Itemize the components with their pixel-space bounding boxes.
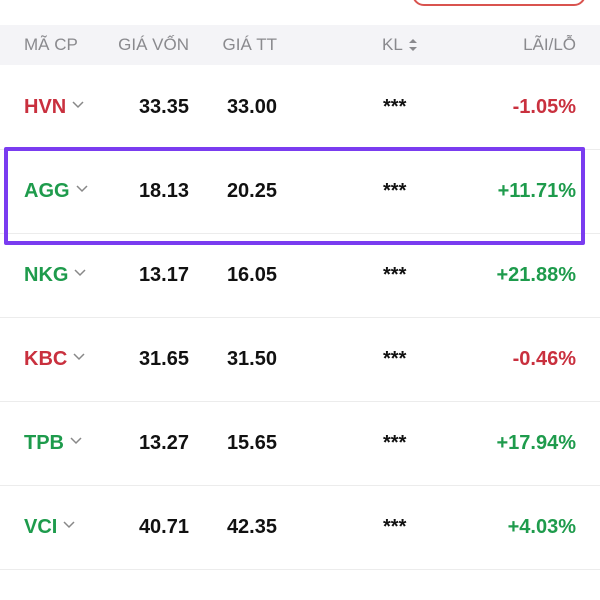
volume: *** [383,432,407,454]
volume: *** [383,516,407,538]
cost-price: 31.65 [138,348,189,370]
column-header: LÃI/LỖ [523,35,576,54]
table-header [0,25,600,65]
ticker[interactable]: TPB [24,432,82,454]
cost-price: 13.17 [138,264,189,286]
cost-price: 40.71 [138,516,189,538]
dropdown-chevron[interactable] [76,184,88,194]
column-header: MÃ CP [24,35,78,54]
dropdown-chevron[interactable] [73,352,85,362]
volume: *** [383,96,407,118]
table-row[interactable]: TPB 13.27 15.65 *** +17.94% [0,401,600,486]
profit-loss: +4.03% [507,516,576,538]
table-row[interactable]: HVN 33.35 33.00 *** -1.05% [0,65,600,150]
table-row[interactable]: VCI 40.71 42.35 *** +4.03% [0,485,600,570]
table-row[interactable]: NKG 13.17 16.05 *** +21.88% [0,233,600,318]
top-button[interactable] [412,0,586,6]
dropdown-chevron[interactable] [63,520,75,530]
dropdown-chevron[interactable] [74,268,86,278]
volume: *** [383,264,407,286]
profit-loss: +11.71% [497,180,576,202]
dropdown-chevron[interactable] [70,436,82,446]
ticker[interactable]: NKG [24,264,86,286]
market-price: 42.35 [226,516,277,538]
profit-loss: -0.46% [512,348,576,370]
highlight-box [4,147,585,245]
ticker[interactable]: VCI [24,516,75,538]
volume: *** [383,348,407,370]
column-header: GIÁ VỐN [118,35,189,54]
profit-loss: +17.94% [496,432,576,454]
cost-price: 13.27 [138,432,189,454]
table-row[interactable]: AGG 18.13 20.25 *** +11.71% [0,149,600,234]
market-price: 33.00 [226,96,277,118]
dropdown-chevron[interactable] [72,100,84,110]
table-row[interactable]: KBC 31.65 31.50 *** -0.46% [0,317,600,402]
volume: *** [383,180,407,202]
ticker[interactable]: HVN [24,96,84,118]
profit-loss: -1.05% [512,96,576,118]
sort-icon[interactable] [407,38,419,52]
market-price: 31.50 [226,348,277,370]
column-header: GIÁ TT [222,35,277,54]
ticker[interactable]: KBC [24,348,85,370]
profit-loss: +21.88% [496,264,576,286]
market-price: 16.05 [226,264,277,286]
cost-price: 18.13 [138,180,189,202]
ticker[interactable]: AGG [24,180,88,202]
market-price: 20.25 [226,180,277,202]
cost-price: 33.35 [138,96,189,118]
column-header[interactable]: KL [382,35,403,54]
market-price: 15.65 [226,432,277,454]
